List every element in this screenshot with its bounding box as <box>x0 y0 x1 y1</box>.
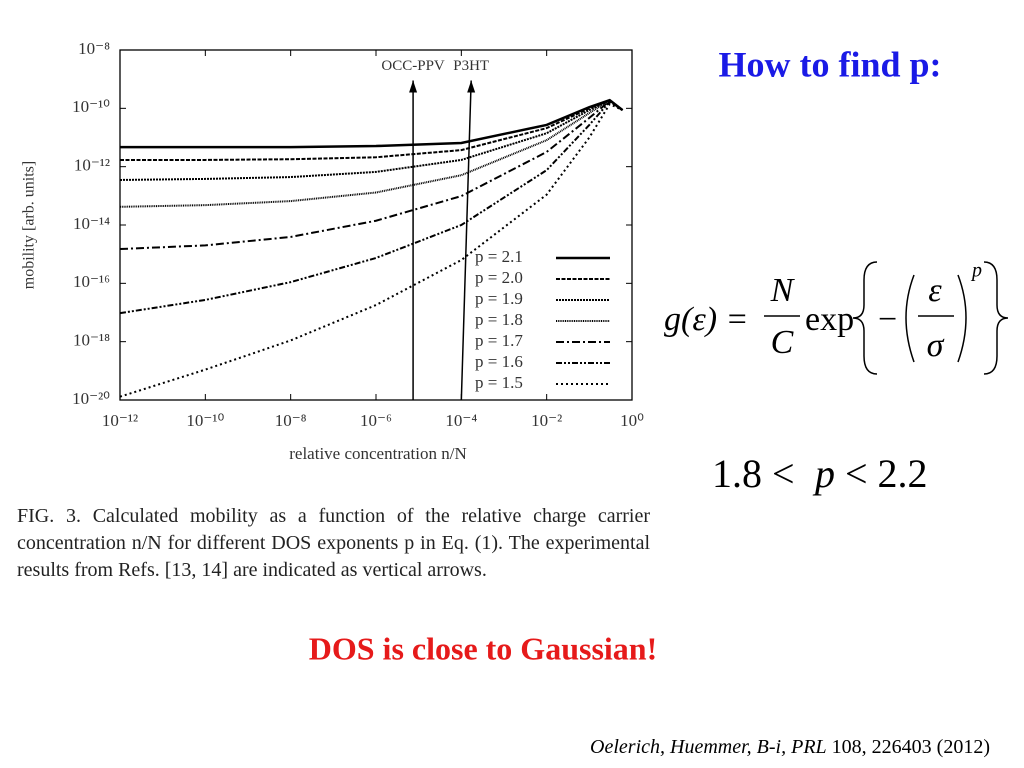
arrow-head <box>467 80 476 93</box>
x-tick-label: 10⁻¹² <box>102 411 138 430</box>
y-tick-label: 10⁻¹² <box>74 156 110 175</box>
y-tick-label: 10⁻²⁰ <box>72 389 110 408</box>
legend-label: p = 2.1 <box>475 247 523 266</box>
legend-label: p = 1.6 <box>475 352 523 371</box>
right-paren <box>957 274 967 363</box>
x-axis-label: relative concentration n/N <box>289 444 466 463</box>
arrow-label: P3HT <box>453 58 489 74</box>
series-line <box>119 100 624 315</box>
formula-inner-num: ε <box>928 272 942 309</box>
series-line <box>119 98 624 208</box>
figure-caption: FIG. 3. Calculated mobility as a functio… <box>17 505 650 581</box>
left-paren <box>905 274 915 363</box>
x-tick-label: 10⁰ <box>620 411 644 430</box>
formula: g(ε) = N C exp − ε σ p <box>664 260 1009 375</box>
arrow-label: OCC-PPV <box>381 58 445 74</box>
right-brace <box>983 261 1009 375</box>
formula-inner-den: σ <box>927 327 945 364</box>
x-tick-label: 10⁻⁴ <box>445 411 477 430</box>
legend-label: p = 1.9 <box>475 289 523 308</box>
formula-lhs: g(ε) = <box>664 301 749 338</box>
formula-minus: − <box>878 301 897 338</box>
citation: Oelerich, Huemmer, B-i, PRL 108, 226403 … <box>590 736 990 759</box>
arrow-shaft <box>460 80 472 401</box>
y-tick-label: 10⁻¹⁰ <box>72 97 110 116</box>
citation-journal: PRL <box>791 736 827 758</box>
y-tick-label: 10⁻¹⁶ <box>73 272 110 291</box>
series-line <box>119 99 624 251</box>
citation-authors: Oelerich, Huemmer, B-i, <box>590 736 787 758</box>
citation-rest: 108, 226403 (2012) <box>831 736 990 758</box>
left-brace <box>852 261 878 375</box>
formula-den: C <box>771 324 794 361</box>
legend-label: p = 1.8 <box>475 310 523 329</box>
legend-label: p = 1.5 <box>475 373 523 392</box>
formula-num: N <box>770 272 796 309</box>
arrow-head <box>409 80 418 93</box>
range-var: p <box>812 451 835 496</box>
legend-label: p = 2.0 <box>475 268 523 287</box>
x-tick-label: 10⁻⁶ <box>360 411 392 430</box>
y-axis-label: mobility [arb. units] <box>21 161 38 289</box>
x-tick-label: 10⁻⁸ <box>275 411 307 430</box>
heading: How to find p: <box>718 44 941 84</box>
conclusion: DOS is close to Gaussian! <box>309 630 657 666</box>
range-right: < 2.2 <box>845 451 928 496</box>
x-tick-label: 10⁻¹⁰ <box>186 411 224 430</box>
plot-frame <box>119 49 633 401</box>
y-tick-label: 10⁻¹⁴ <box>73 214 110 233</box>
formula-power: p <box>970 260 982 282</box>
formula-exp: exp <box>805 301 854 338</box>
x-tick-label: 10⁻² <box>531 411 562 430</box>
p-range: 1.8 < p < 2.2 <box>712 451 928 496</box>
y-tick-label: 10⁻¹⁸ <box>73 331 110 350</box>
range-left: 1.8 < <box>712 451 795 496</box>
legend-label: p = 1.7 <box>475 331 523 350</box>
y-tick-label: 10⁻⁸ <box>78 39 110 58</box>
